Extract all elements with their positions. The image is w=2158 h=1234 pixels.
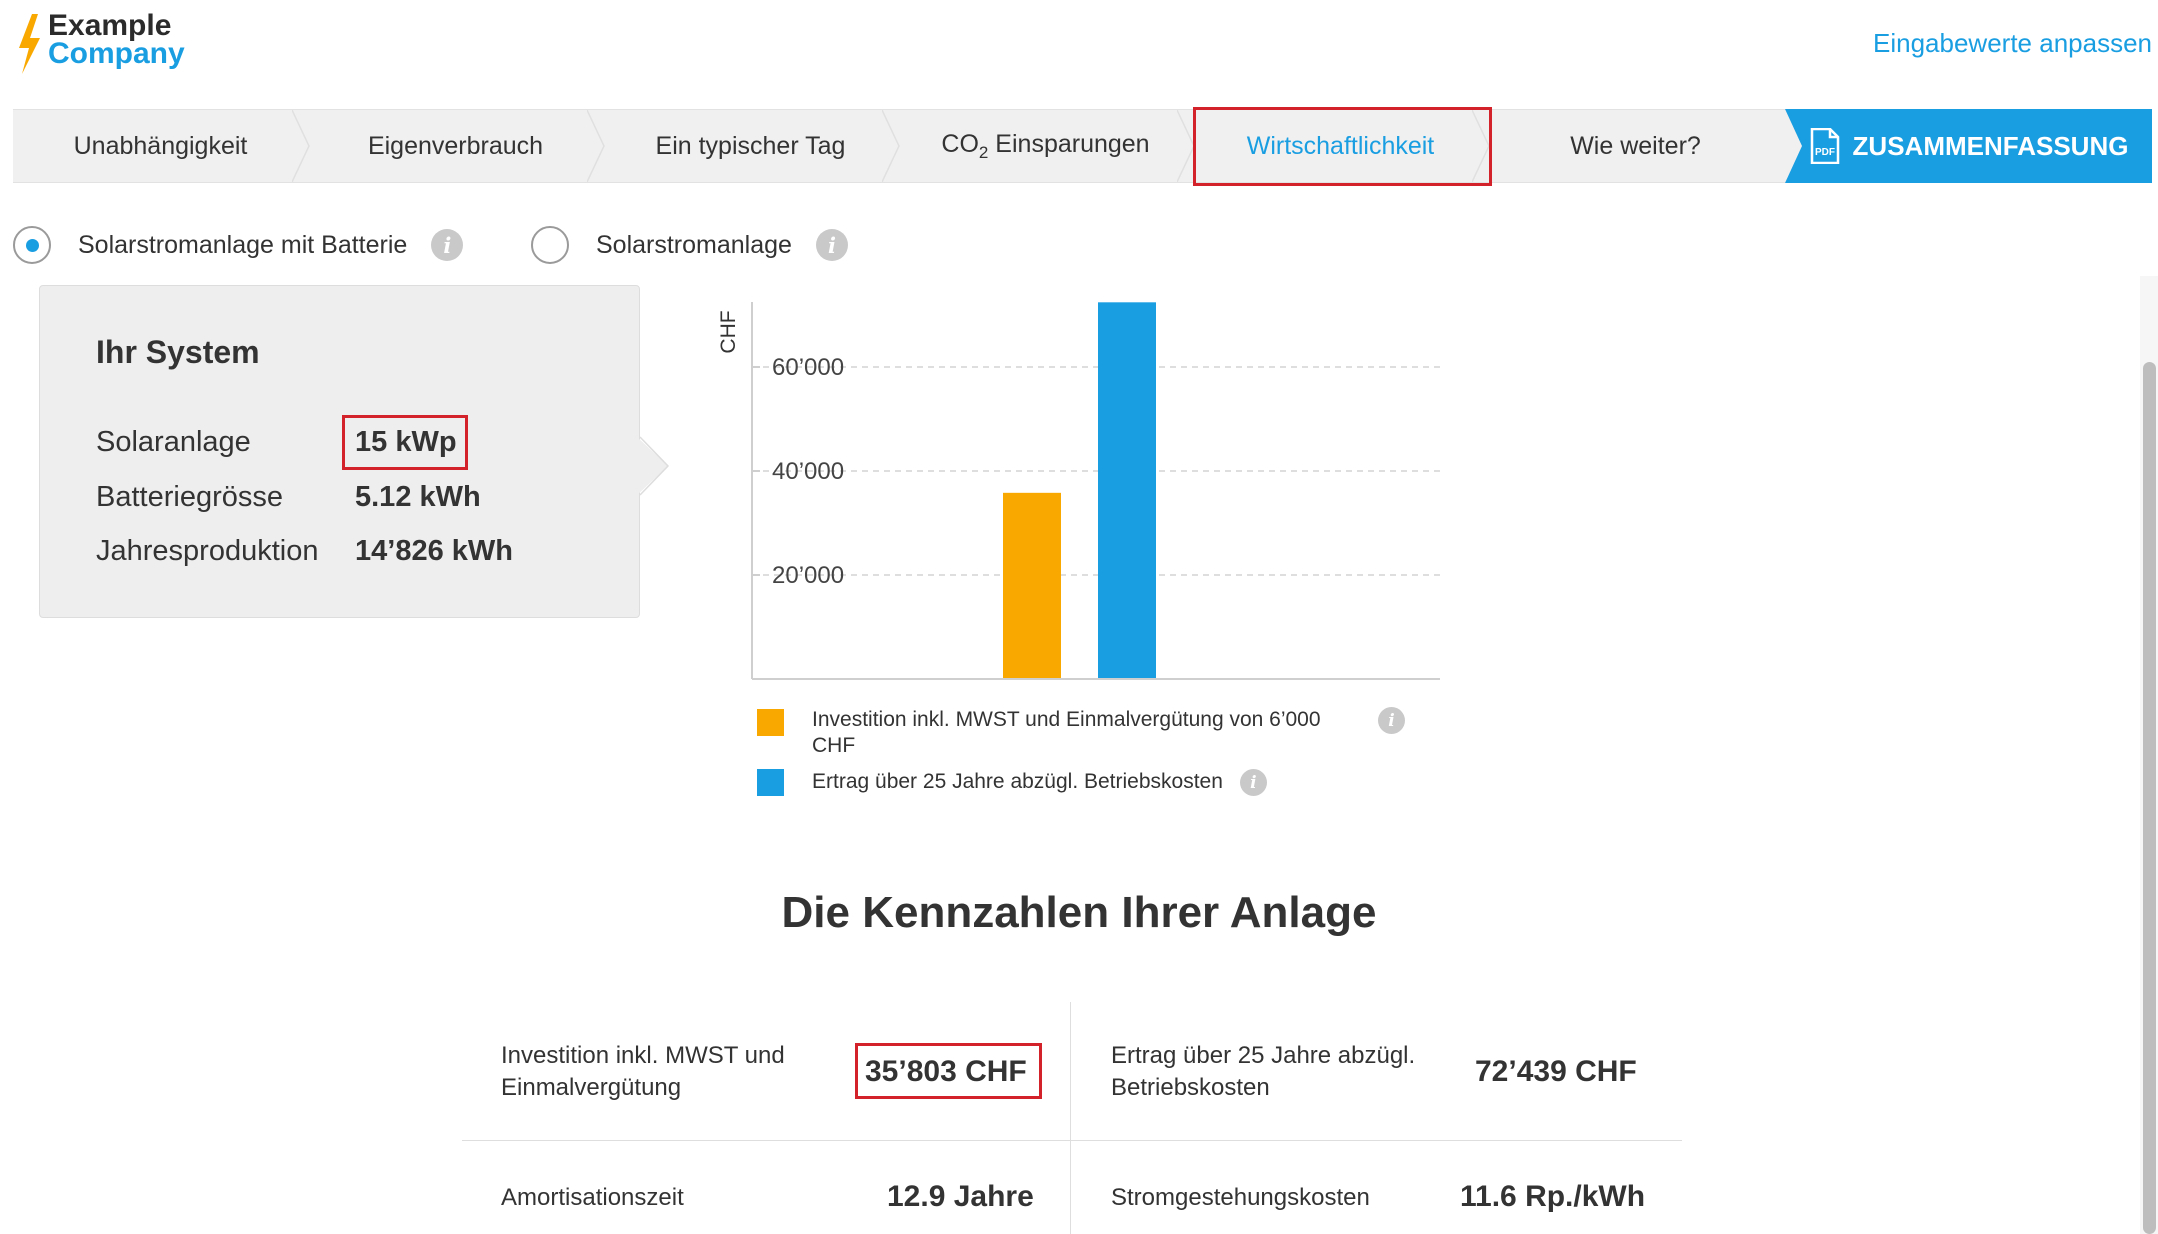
radio-battery-label[interactable]: Solarstromanlage mit Batterie [78,230,408,259]
bar-yield [1098,302,1156,679]
kpi-payback-label: Amortisationszeit [501,1184,684,1211]
kpi-cost-value: 11.6 Rp./kWh [1460,1180,1646,1213]
logo-text-company: Company [48,37,185,70]
chevron-separator-icon [292,110,310,182]
economics-chart: CHF 20’000 40’000 60’000 [717,302,1440,680]
legend-investment-line1: Investition inkl. MWST und Einmalvergütu… [812,708,1321,731]
system-row-label: Batteriegrösse [96,481,283,513]
tab-wirtschaftlichkeit[interactable]: Wirtschaftlichkeit [1193,110,1490,182]
logo-text-example: Example [48,9,172,42]
pdf-icon: PDF [1810,128,1839,164]
summary-label: ZUSAMMENFASSUNG [1852,130,2129,161]
legend-item-investment: Investition inkl. MWST und Einmalvergütu… [757,707,1437,759]
chevron-separator-icon [587,110,605,182]
kpi-investment-label-line2: Einmalvergütung [501,1074,682,1101]
kpi-title: Die Kennzahlen Ihrer Anlage [781,888,1377,937]
chevron-notch-icon [1785,109,1802,183]
adjust-inputs-link[interactable]: Eingabewerte anpassen [1873,28,2152,58]
info-icon[interactable]: i [1239,769,1267,796]
legend-swatch-yield [757,769,784,796]
kpi-yield-label: Ertrag über 25 Jahre abzügl. Betriebskos… [1111,1040,1415,1104]
legend-investment-line2: CHF [812,734,856,757]
system-row-label: Jahresproduktion [96,535,319,567]
system-row-label: Solaranlage [96,426,251,458]
y-axis-label: CHF [717,310,740,353]
info-icon[interactable]: i [1378,707,1405,734]
summary-pdf-button[interactable]: PDF ZUSAMMENFASSUNG [1785,109,2152,183]
kpi-divider-vertical [1070,1002,1071,1234]
tab-label-co: CO [941,129,979,158]
system-row-value: 15 kWp [355,426,457,458]
kpi-yield-label-line2: Betriebskosten [1111,1074,1270,1101]
radio-solar-label[interactable]: Solarstromanlage [596,230,792,259]
kpi-yield-label-line1: Ertrag über 25 Jahre abzügl. [1111,1042,1416,1069]
kpi-table: Investition inkl. MWST und Einmalvergütu… [462,1002,1682,1234]
kpi-investment-label-line1: Investition inkl. MWST und [501,1042,785,1069]
radio-selected-dot [25,238,39,252]
info-icon[interactable]: i [815,229,848,261]
system-card-title: Ihr System [96,334,260,370]
y-tick-label: 60’000 [772,354,844,381]
legend-swatch-investment [757,709,784,736]
tab-label: Wirtschaftlichkeit [1246,131,1435,160]
chevron-separator-icon [882,110,900,182]
legend-item-yield: Ertrag über 25 Jahre abzügl. Betriebskos… [757,769,1267,796]
tab-label: Ein typischer Tag [655,131,846,160]
kpi-divider-horizontal [462,1140,1682,1141]
tab-eigenverbrauch[interactable]: Eigenverbrauch [308,110,605,182]
kpi-investment-label: Investition inkl. MWST und Einmalvergütu… [501,1040,785,1104]
system-row-value: 14’826 kWh [355,535,513,567]
tab-unabhaengigkeit[interactable]: Unabhängigkeit [13,110,310,182]
tab-label: Unabhängigkeit [73,131,248,160]
bar-investment [1003,492,1061,679]
system-row-value: 5.12 kWh [355,481,481,513]
kpi-payback-value: 12.9 Jahre [887,1180,1034,1213]
tab-wie-weiter[interactable]: Wie weiter? [1488,110,1783,182]
company-logo[interactable]: Example Company [14,9,185,82]
y-tick-label: 20’000 [772,562,844,589]
tab-label: CO2 Einsparungen [941,130,1149,163]
lightning-bolt-icon [19,14,40,74]
card-pointer [636,436,670,496]
radio-battery[interactable] [13,226,51,264]
system-card: Ihr System Solaranlage 15 kWp Batteriegr… [39,285,640,618]
legend-label-investment: Investition inkl. MWST und Einmalvergütu… [812,707,1372,759]
kpi-yield-value: 72’439 CHF [1475,1055,1637,1088]
tab-label: Eigenverbrauch [367,131,544,160]
radio-solar[interactable] [531,226,569,264]
info-icon[interactable]: i [431,229,464,261]
tab-label: Wie weiter? [1570,131,1701,160]
tab-label-rest: Einsparungen [988,129,1150,158]
tab-label-subscript: 2 [978,142,989,162]
y-tick-label: 40’000 [772,458,844,485]
option-battery: Solarstromanlage mit Batterie i [13,224,464,266]
option-solar: Solarstromanlage i [531,224,848,266]
scrollbar-thumb[interactable] [2143,362,2156,1234]
tab-co2-einsparungen[interactable]: CO2 Einsparungen [898,110,1195,182]
kpi-cost-label: Stromgestehungskosten [1111,1184,1370,1211]
legend-label-yield: Ertrag über 25 Jahre abzügl. Betriebskos… [812,770,1223,793]
pdf-icon-text: PDF [1815,147,1835,158]
kpi-investment-value: 35’803 CHF [865,1055,1027,1088]
tab-typischer-tag[interactable]: Ein typischer Tag [603,110,900,182]
